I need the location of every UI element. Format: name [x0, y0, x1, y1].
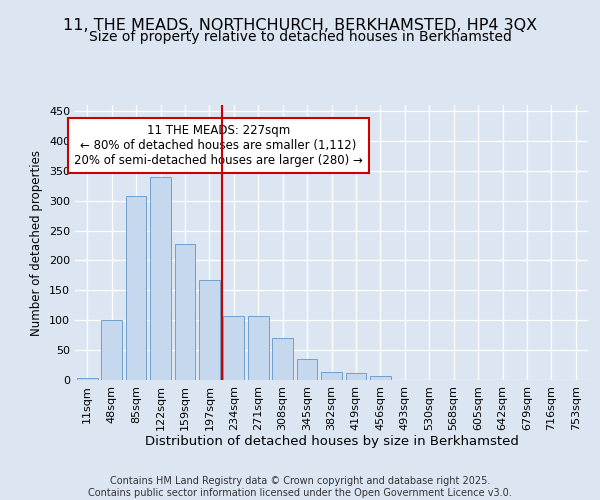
Bar — [321, 372, 342, 380]
Bar — [272, 338, 293, 380]
Text: 11 THE MEADS: 227sqm
← 80% of detached houses are smaller (1,112)
20% of semi-de: 11 THE MEADS: 227sqm ← 80% of detached h… — [74, 124, 363, 167]
Bar — [175, 244, 196, 380]
Bar — [296, 359, 317, 380]
Bar — [150, 176, 171, 380]
Bar — [77, 378, 98, 380]
Bar — [101, 320, 122, 380]
Text: Contains HM Land Registry data © Crown copyright and database right 2025.
Contai: Contains HM Land Registry data © Crown c… — [88, 476, 512, 498]
X-axis label: Distribution of detached houses by size in Berkhamsted: Distribution of detached houses by size … — [145, 436, 518, 448]
Bar — [223, 316, 244, 380]
Bar — [248, 316, 269, 380]
Bar — [346, 373, 367, 380]
Bar — [370, 376, 391, 380]
Y-axis label: Number of detached properties: Number of detached properties — [31, 150, 43, 336]
Text: Size of property relative to detached houses in Berkhamsted: Size of property relative to detached ho… — [89, 30, 511, 44]
Bar — [199, 280, 220, 380]
Text: 11, THE MEADS, NORTHCHURCH, BERKHAMSTED, HP4 3QX: 11, THE MEADS, NORTHCHURCH, BERKHAMSTED,… — [63, 18, 537, 32]
Bar — [125, 196, 146, 380]
